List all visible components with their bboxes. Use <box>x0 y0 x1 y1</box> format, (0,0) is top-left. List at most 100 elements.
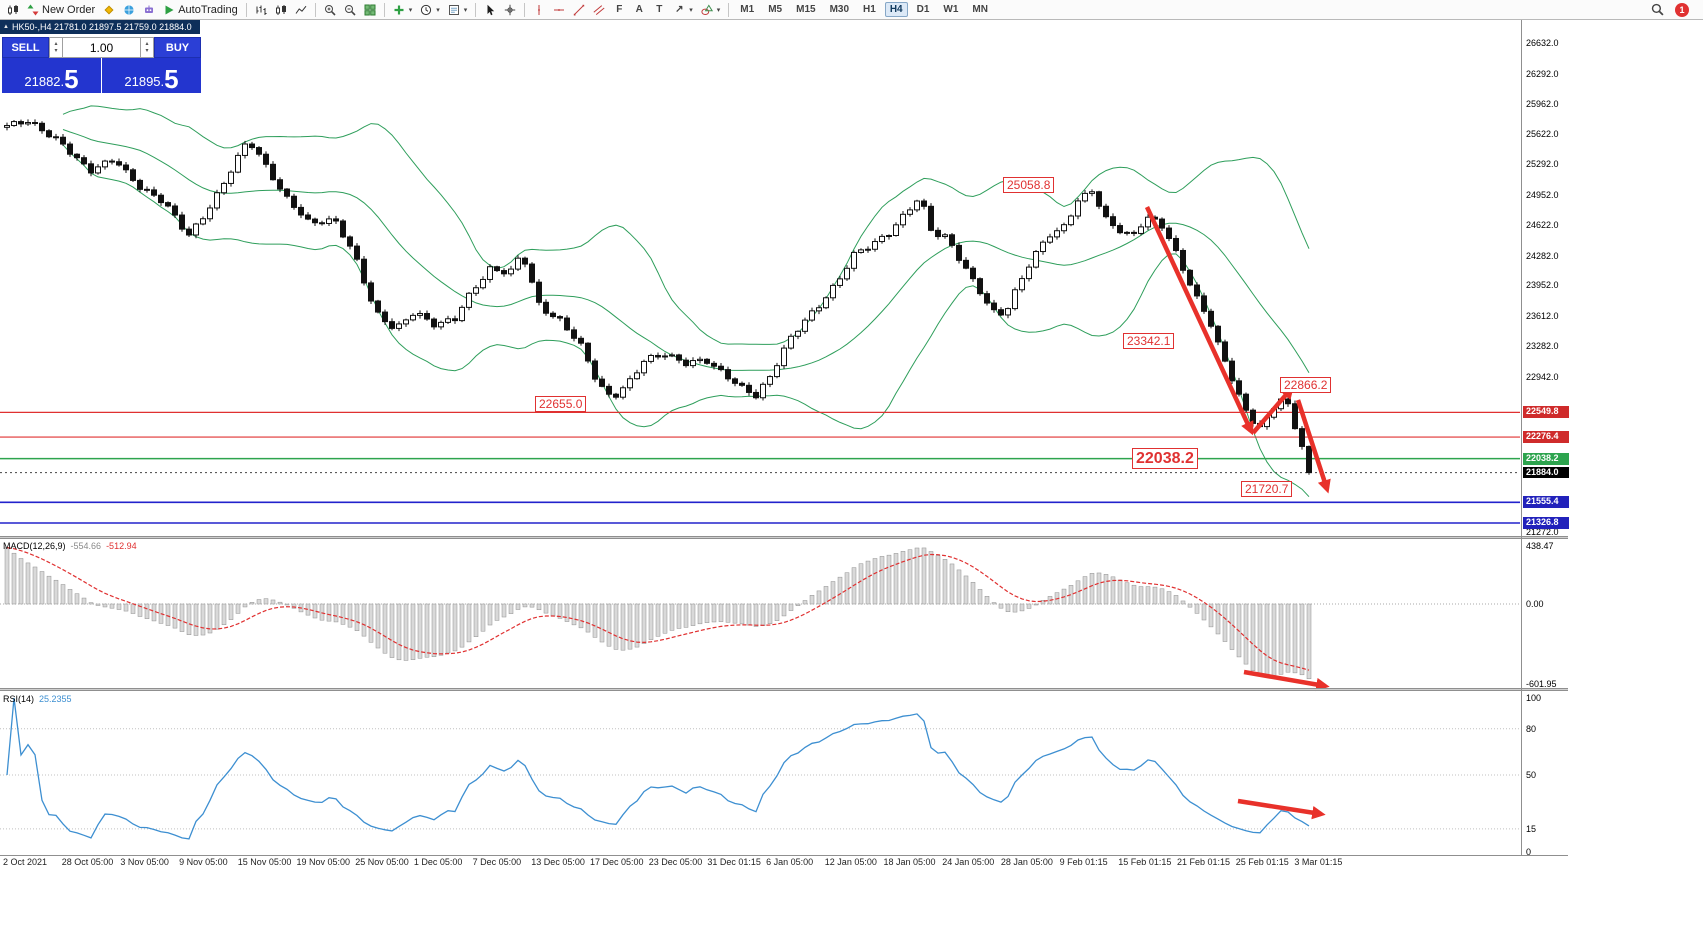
templates-button[interactable]: ▾ <box>445 3 471 17</box>
trendline-button[interactable] <box>570 3 588 17</box>
templates-icon <box>448 4 460 16</box>
chart-title-bar: ▲ HK50-,H4 21781.0 21897.5 21759.0 21884… <box>0 20 200 34</box>
metaquotes-button[interactable] <box>100 3 118 17</box>
toolbar-separator <box>728 2 730 17</box>
autotrading-button[interactable]: AutoTrading <box>160 3 241 17</box>
text-button[interactable]: A <box>630 3 648 16</box>
expert-advisors-button[interactable] <box>140 3 158 17</box>
text-label-icon: T <box>656 4 663 15</box>
volume-input[interactable]: 1.00 <box>63 37 140 58</box>
spin-down-icon: ▾ <box>145 47 149 54</box>
expert-advisors-icon <box>143 4 155 16</box>
chart-window-button[interactable] <box>4 3 22 17</box>
spin-up-icon: ▴ <box>54 40 58 47</box>
autotrading-icon <box>163 4 175 16</box>
sell-button[interactable]: SELL <box>2 37 49 58</box>
periods-icon <box>420 4 432 16</box>
line-chart-mode-button[interactable] <box>292 3 310 17</box>
volume-spin-down[interactable]: ▴ ▾ <box>49 37 63 58</box>
dropdown-caret-icon: ▾ <box>689 6 693 14</box>
notifications-badge[interactable]: 1 <box>1675 2 1689 17</box>
vertical-line-icon <box>533 4 545 16</box>
rsi-value: 25.2355 <box>39 694 72 704</box>
timeframe-mn-button[interactable]: MN <box>972 4 988 15</box>
timeframe-h4-button[interactable]: H4 <box>884 2 908 17</box>
community-icon <box>123 4 135 16</box>
toolbar: New Order AutoTrading ▾ ▾ ▾ F A T ↗ ▾ ▾ M1 M5 M15 M30 H… <box>0 0 1703 20</box>
buy-price-big-digit: 5 <box>164 63 179 94</box>
macd-main-value: -554.66 <box>70 541 102 551</box>
rsi-indicator-label: RSI(14) 25.2355 <box>3 694 72 704</box>
timeframe-h1-button[interactable]: H1 <box>863 4 876 15</box>
toolbar-separator <box>524 2 526 17</box>
chart-window-icon <box>7 4 19 16</box>
horizontal-line-button[interactable] <box>550 3 568 17</box>
chart-direction-icon: ▲ <box>3 24 9 30</box>
chart-title-text: HK50-,H4 21781.0 21897.5 21759.0 21884.0 <box>11 22 192 32</box>
search-icon <box>1651 3 1664 16</box>
zoom-out-button[interactable] <box>341 3 359 17</box>
tile-windows-icon <box>364 4 376 16</box>
arrows-tool-icon: ↗ <box>675 4 684 15</box>
toolbar-separator <box>475 2 477 17</box>
sell-price-main: 21882. <box>24 74 65 89</box>
new-order-button[interactable]: New Order <box>24 3 98 17</box>
dropdown-caret-icon: ▾ <box>436 6 440 14</box>
buy-button[interactable]: BUY <box>154 37 201 58</box>
sell-price-display[interactable]: 21882. 5 <box>2 58 101 93</box>
new-order-icon <box>27 4 39 16</box>
timeframe-d1-button[interactable]: D1 <box>916 4 930 15</box>
periods-button[interactable]: ▾ <box>417 3 443 17</box>
bar-chart-mode-icon <box>255 4 267 16</box>
zoom-in-icon <box>324 4 336 16</box>
indicators-icon <box>393 4 405 16</box>
equidistant-channel-button[interactable] <box>590 3 608 17</box>
macd-name: MACD(12,26,9) <box>3 541 66 551</box>
buy-price-display[interactable]: 21895. 5 <box>102 58 201 93</box>
candlestick-mode-icon <box>275 4 287 16</box>
zoom-in-button[interactable] <box>321 3 339 17</box>
tile-windows-button[interactable] <box>361 3 379 17</box>
community-button[interactable] <box>120 3 138 17</box>
dropdown-caret-icon: ▾ <box>408 6 413 14</box>
new-order-label: New Order <box>42 3 96 16</box>
timeframe-m5-button[interactable]: M5 <box>768 4 783 15</box>
autotrading-label: AutoTrading <box>178 3 238 16</box>
pane-separator[interactable] <box>0 536 1568 539</box>
zoom-out-icon <box>344 4 356 16</box>
fibonacci-retracement-icon: F <box>616 4 623 15</box>
toolbar-separator <box>314 2 316 17</box>
timeframe-m15-button[interactable]: M15 <box>796 4 816 15</box>
one-click-trading-panel: SELL ▴ ▾ 1.00 ▴ ▾ BUY 21882. 5 21895. 5 <box>2 37 201 93</box>
search-button[interactable] <box>1648 2 1667 17</box>
arrows-tool-button[interactable]: ↗ ▾ <box>670 3 696 16</box>
text-label-button[interactable]: T <box>650 3 668 16</box>
fibonacci-retracement-button[interactable]: F <box>610 3 628 16</box>
spin-up-icon: ▴ <box>145 40 149 47</box>
macd-signal-value: -512.94 <box>106 541 137 551</box>
cursor-icon <box>484 4 496 16</box>
dropdown-caret-icon: ▾ <box>716 6 721 14</box>
crosshair-icon <box>504 4 516 16</box>
macd-indicator-label: MACD(12,26,9) -554.66 -512.94 <box>3 541 137 551</box>
timeframe-w1-button[interactable]: W1 <box>943 4 959 15</box>
toolbar-separator <box>245 2 247 17</box>
rsi-name: RSI(14) <box>3 694 35 704</box>
shapes-tool-button[interactable]: ▾ <box>698 3 724 17</box>
crosshair-button[interactable] <box>501 3 519 17</box>
cursor-button[interactable] <box>481 3 499 17</box>
bar-chart-mode-button[interactable] <box>252 3 270 17</box>
toolbar-separator <box>383 2 385 17</box>
timeframe-m1-button[interactable]: M1 <box>740 4 755 15</box>
timeframe-m30-button[interactable]: M30 <box>829 4 850 15</box>
line-chart-mode-icon <box>295 4 307 16</box>
volume-spin-up[interactable]: ▴ ▾ <box>140 37 154 58</box>
vertical-line-button[interactable] <box>530 3 548 17</box>
indicators-button[interactable]: ▾ <box>390 3 416 17</box>
buy-price-main: 21895. <box>124 74 165 89</box>
pane-separator[interactable] <box>0 688 1568 691</box>
candlestick-mode-button[interactable] <box>272 3 290 17</box>
horizontal-line-icon <box>553 4 565 16</box>
